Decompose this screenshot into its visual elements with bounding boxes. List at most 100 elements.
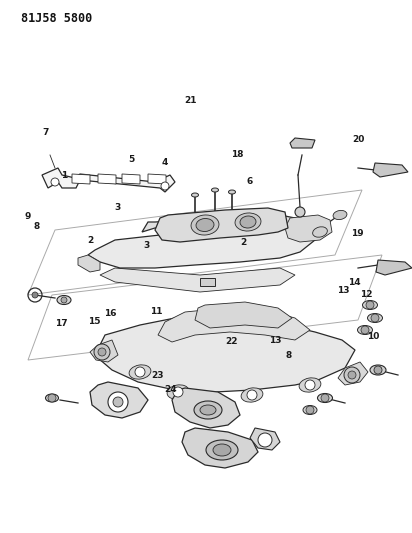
Text: 24: 24	[165, 385, 177, 393]
Polygon shape	[98, 174, 116, 184]
Ellipse shape	[363, 301, 377, 310]
Polygon shape	[72, 174, 90, 184]
Text: 13: 13	[337, 286, 349, 295]
Ellipse shape	[45, 394, 59, 402]
Ellipse shape	[333, 211, 347, 220]
Circle shape	[51, 178, 59, 186]
Circle shape	[161, 182, 169, 190]
Text: 3: 3	[143, 241, 150, 249]
Ellipse shape	[318, 393, 332, 402]
Text: 4: 4	[162, 158, 168, 167]
Text: 6: 6	[246, 177, 253, 185]
Ellipse shape	[211, 188, 218, 192]
Text: 1: 1	[61, 172, 67, 180]
Text: 2: 2	[87, 237, 94, 245]
Ellipse shape	[368, 313, 382, 322]
Text: 13: 13	[269, 336, 281, 344]
Polygon shape	[250, 428, 280, 450]
Ellipse shape	[167, 385, 189, 399]
Polygon shape	[122, 174, 140, 184]
Polygon shape	[90, 340, 118, 362]
Circle shape	[48, 394, 56, 402]
Text: 5: 5	[129, 156, 135, 164]
Text: 10: 10	[367, 333, 379, 341]
Polygon shape	[195, 302, 292, 328]
Text: 18: 18	[231, 150, 243, 159]
Circle shape	[361, 326, 369, 334]
Text: 3: 3	[114, 204, 121, 212]
Polygon shape	[290, 138, 315, 148]
Polygon shape	[376, 260, 412, 275]
Circle shape	[94, 344, 110, 360]
Polygon shape	[98, 315, 355, 392]
Polygon shape	[78, 255, 100, 272]
Circle shape	[173, 387, 183, 397]
Circle shape	[306, 406, 314, 414]
Ellipse shape	[194, 401, 222, 419]
Ellipse shape	[229, 190, 236, 194]
Circle shape	[247, 390, 257, 400]
Circle shape	[321, 394, 329, 402]
Text: 8: 8	[33, 222, 40, 231]
Polygon shape	[285, 215, 332, 242]
Text: 22: 22	[225, 337, 238, 345]
Ellipse shape	[235, 213, 261, 231]
Circle shape	[32, 292, 38, 298]
Text: 16: 16	[104, 309, 117, 318]
Circle shape	[61, 297, 67, 303]
Polygon shape	[148, 174, 166, 184]
Ellipse shape	[196, 219, 214, 231]
Text: 81J58 5800: 81J58 5800	[21, 12, 92, 25]
Circle shape	[258, 433, 272, 447]
Ellipse shape	[200, 405, 216, 415]
Text: 7: 7	[42, 128, 49, 136]
Ellipse shape	[240, 216, 256, 228]
Polygon shape	[88, 228, 315, 268]
Polygon shape	[155, 208, 288, 242]
Circle shape	[135, 367, 145, 377]
Text: 11: 11	[150, 308, 163, 316]
Polygon shape	[172, 388, 240, 428]
Circle shape	[366, 301, 374, 309]
Circle shape	[113, 397, 123, 407]
Ellipse shape	[57, 295, 71, 304]
Text: 19: 19	[351, 229, 364, 238]
Polygon shape	[100, 268, 295, 292]
Text: 8: 8	[285, 351, 292, 360]
Circle shape	[98, 348, 106, 356]
Text: 23: 23	[151, 372, 164, 380]
Ellipse shape	[129, 365, 151, 379]
Text: 12: 12	[360, 290, 372, 298]
Circle shape	[344, 367, 360, 383]
Circle shape	[305, 380, 315, 390]
Polygon shape	[90, 382, 148, 418]
Ellipse shape	[313, 227, 328, 237]
Polygon shape	[142, 215, 298, 232]
Circle shape	[371, 314, 379, 322]
Ellipse shape	[192, 193, 199, 197]
Ellipse shape	[213, 444, 231, 456]
Circle shape	[348, 371, 356, 379]
Text: 2: 2	[240, 238, 246, 247]
Ellipse shape	[241, 388, 263, 402]
Text: 17: 17	[55, 319, 67, 328]
Circle shape	[295, 207, 305, 217]
Polygon shape	[338, 362, 368, 385]
Circle shape	[108, 392, 128, 412]
Text: 14: 14	[348, 278, 360, 287]
Circle shape	[374, 366, 382, 374]
Ellipse shape	[370, 365, 386, 375]
Text: 21: 21	[184, 96, 197, 104]
Ellipse shape	[299, 378, 321, 392]
Polygon shape	[42, 168, 175, 192]
Ellipse shape	[358, 326, 372, 335]
Polygon shape	[373, 163, 408, 177]
Polygon shape	[158, 308, 310, 342]
Polygon shape	[200, 278, 215, 286]
Ellipse shape	[303, 406, 317, 415]
Ellipse shape	[206, 440, 238, 460]
Text: 15: 15	[89, 317, 101, 326]
Text: 9: 9	[25, 212, 31, 221]
Ellipse shape	[191, 215, 219, 235]
Text: 20: 20	[352, 135, 365, 144]
